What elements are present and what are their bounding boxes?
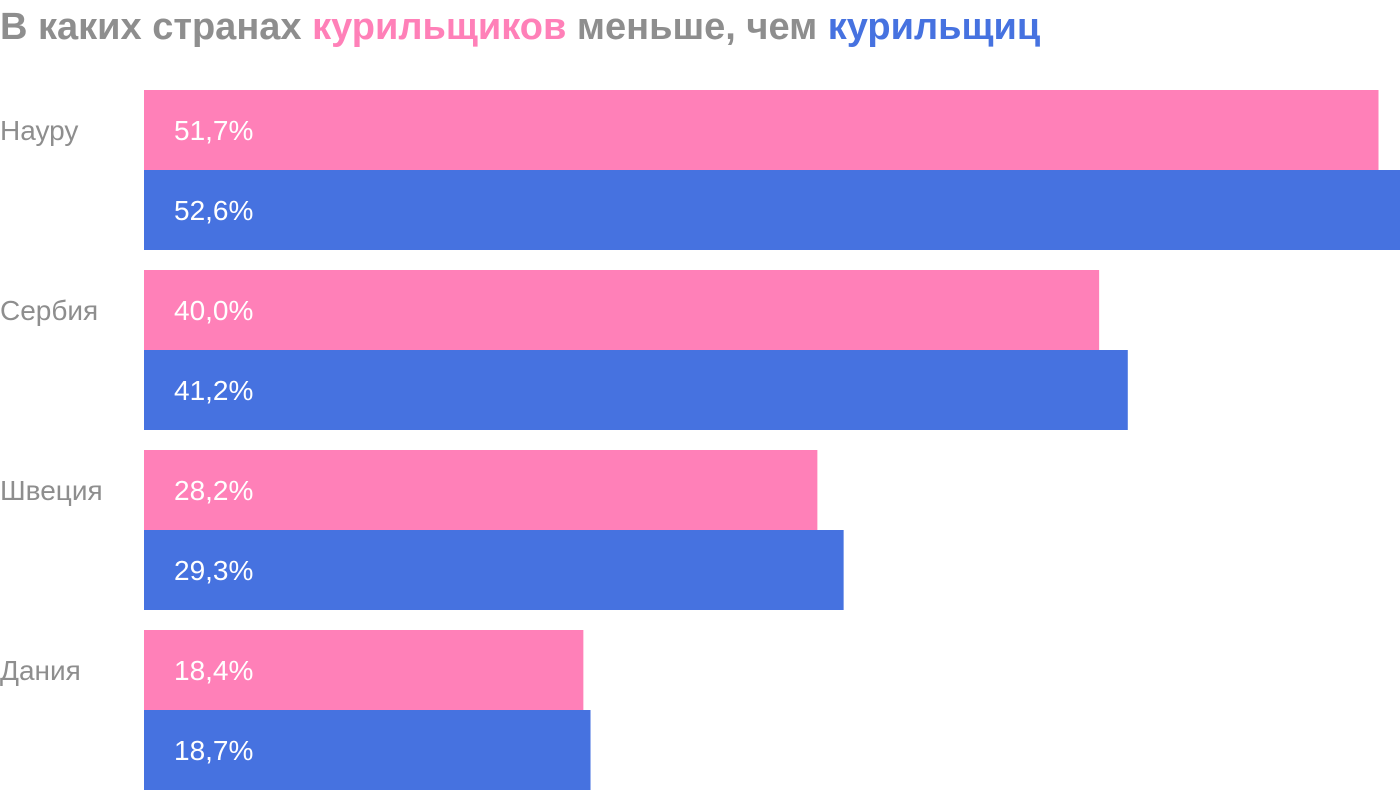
bar-men xyxy=(144,630,584,710)
category-label: Сербия xyxy=(0,295,98,326)
title-men-highlight: курильщиков xyxy=(312,6,567,48)
data-label: 18,7% xyxy=(174,735,253,766)
bar-women xyxy=(144,530,844,610)
data-label: 18,4% xyxy=(174,655,253,686)
data-label: 52,6% xyxy=(174,195,253,226)
chart-title: В каких странах курильщиков меньше, чем … xyxy=(0,2,1040,52)
bar-women xyxy=(144,350,1128,430)
title-part-3: меньше, чем xyxy=(566,6,828,48)
bar-men xyxy=(144,270,1100,350)
title-women-highlight: курильщиц xyxy=(827,6,1041,48)
data-label: 28,2% xyxy=(174,475,253,506)
category-label: Швеция xyxy=(0,475,103,506)
data-label: 40,0% xyxy=(174,295,253,326)
data-label: 51,7% xyxy=(174,115,253,146)
title-part-1: В каких странах xyxy=(0,6,313,48)
category-label: Дания xyxy=(0,655,81,686)
data-label: 29,3% xyxy=(174,555,253,586)
category-label: Науру xyxy=(0,115,78,146)
bar-men xyxy=(144,90,1379,170)
data-label: 41,2% xyxy=(174,375,253,406)
bar-women xyxy=(144,170,1400,250)
bar-women xyxy=(144,710,591,790)
bar-men xyxy=(144,450,818,530)
